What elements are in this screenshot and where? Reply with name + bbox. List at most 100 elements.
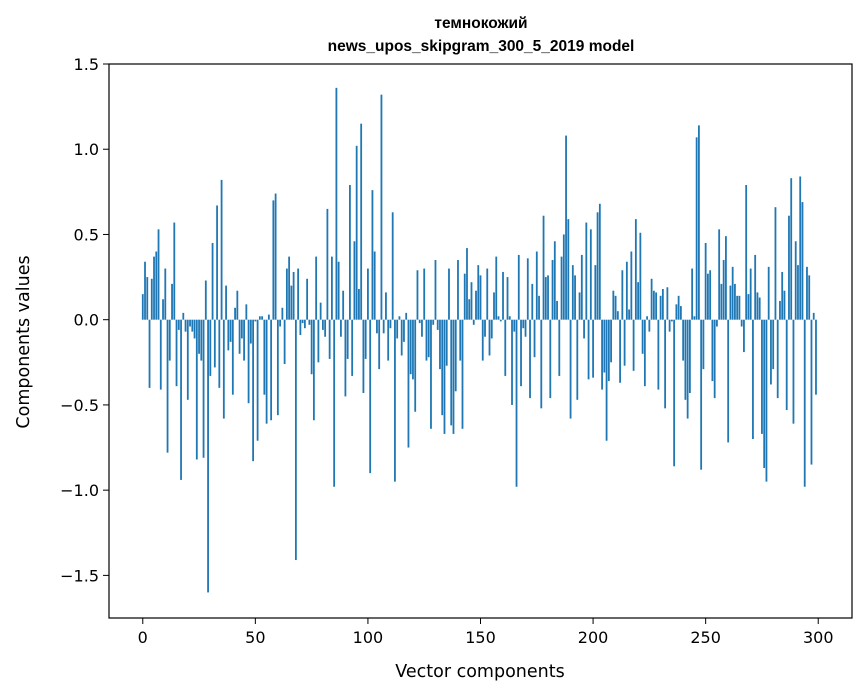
bar xyxy=(398,316,401,320)
bar xyxy=(749,268,752,320)
bar xyxy=(589,229,592,320)
bar xyxy=(729,285,732,320)
bar xyxy=(162,299,164,320)
bar xyxy=(310,319,313,375)
bar-series xyxy=(141,87,817,593)
y-tick-label: −0.5 xyxy=(60,396,99,415)
bar xyxy=(765,319,768,482)
bar xyxy=(281,307,284,320)
bar xyxy=(493,292,495,320)
bar xyxy=(632,319,635,371)
bar xyxy=(430,319,432,429)
bar xyxy=(256,319,259,441)
bar xyxy=(601,319,603,390)
bar xyxy=(175,319,178,387)
bar xyxy=(376,319,378,334)
bar xyxy=(414,319,417,412)
bar xyxy=(263,319,266,395)
bar xyxy=(342,290,345,320)
bar xyxy=(758,297,761,320)
bar xyxy=(285,268,288,320)
bar xyxy=(202,319,205,458)
bar xyxy=(603,319,606,373)
bar xyxy=(294,319,297,561)
bar xyxy=(756,292,759,320)
bar xyxy=(652,290,655,320)
bar xyxy=(605,319,608,441)
bar xyxy=(234,307,236,320)
bar xyxy=(745,185,748,320)
bar xyxy=(515,319,518,487)
bar xyxy=(707,273,709,320)
bar xyxy=(148,319,151,388)
bar xyxy=(454,319,457,392)
bar xyxy=(761,319,763,434)
x-tick-label: 150 xyxy=(465,628,496,647)
bar xyxy=(427,319,430,358)
bar xyxy=(445,319,448,366)
bar xyxy=(700,319,703,470)
bar xyxy=(781,271,784,320)
bar xyxy=(495,256,498,320)
bar xyxy=(159,319,162,390)
bar xyxy=(299,319,302,336)
bar xyxy=(630,251,633,320)
bar xyxy=(734,283,736,320)
bar xyxy=(738,295,741,320)
bar xyxy=(549,319,552,399)
bar xyxy=(797,265,799,320)
bar xyxy=(150,278,153,320)
bar xyxy=(725,236,727,320)
bar xyxy=(691,268,694,320)
bar xyxy=(481,319,484,361)
bar xyxy=(385,292,387,320)
bar xyxy=(594,265,597,320)
bar xyxy=(333,319,336,487)
bar xyxy=(362,319,365,393)
bar xyxy=(306,278,309,320)
bar xyxy=(166,319,169,453)
bar xyxy=(274,193,277,320)
bar xyxy=(423,268,426,320)
bar xyxy=(752,319,754,440)
bar xyxy=(434,260,437,320)
bar xyxy=(522,319,525,329)
bar xyxy=(308,319,311,325)
bar xyxy=(610,319,612,363)
bar xyxy=(731,266,734,320)
bar xyxy=(792,319,795,424)
bar xyxy=(249,319,252,344)
bar xyxy=(335,87,338,320)
bar xyxy=(378,319,381,370)
chart-title-line1: темнокожий xyxy=(434,15,527,32)
bar xyxy=(682,319,685,361)
bar xyxy=(688,319,691,393)
bar xyxy=(621,270,624,320)
bar xyxy=(216,205,218,320)
bar xyxy=(643,319,646,387)
x-axis-label: Vector components xyxy=(395,662,564,682)
bar xyxy=(713,319,716,399)
bar xyxy=(297,268,300,320)
bar xyxy=(763,319,766,468)
plot-frame xyxy=(108,63,853,619)
bar xyxy=(312,319,315,421)
bar xyxy=(405,312,408,320)
bar xyxy=(619,319,621,383)
bar xyxy=(623,319,626,366)
bar xyxy=(722,260,725,320)
bar xyxy=(520,319,522,387)
bar xyxy=(443,319,446,434)
bar xyxy=(592,319,594,378)
bar xyxy=(704,242,707,320)
y-tick-label: −1.5 xyxy=(60,566,99,585)
bar xyxy=(394,319,396,482)
bar xyxy=(218,319,221,388)
bar xyxy=(556,300,558,320)
bar xyxy=(596,212,599,320)
bar xyxy=(558,319,561,376)
bar xyxy=(562,234,565,320)
bar xyxy=(326,208,329,320)
bar xyxy=(612,290,615,320)
bar xyxy=(565,135,567,320)
